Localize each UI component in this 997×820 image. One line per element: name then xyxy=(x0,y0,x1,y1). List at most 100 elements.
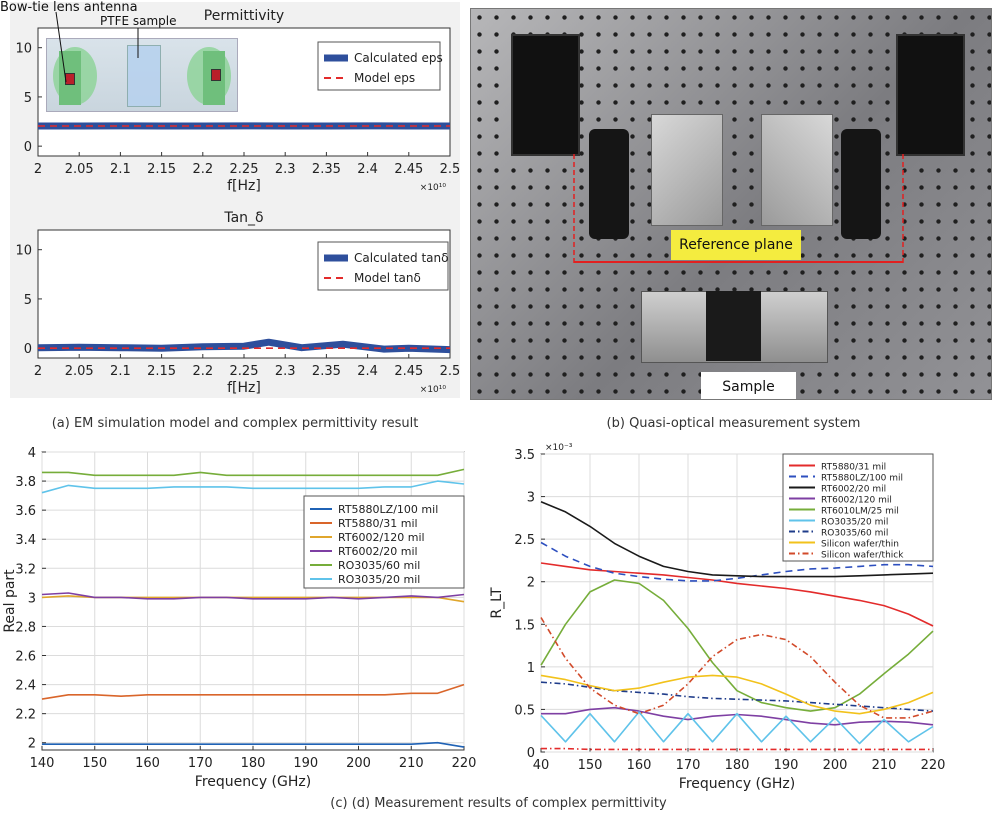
x-tick-label: 180 xyxy=(241,756,266,771)
y-tick-label: 10 xyxy=(15,244,32,259)
caption-a: (a) EM simulation model and complex perm… xyxy=(51,416,419,431)
legend-label: RT5880/31 mil xyxy=(338,517,418,530)
legend-label: Model eps xyxy=(354,71,415,85)
x-tick-label: 2.2 xyxy=(192,162,213,177)
mirror-mount-right xyxy=(761,114,833,226)
legend-label: Silicon wafer/thin xyxy=(821,540,899,550)
legend-label: RT6002/120 mil xyxy=(821,496,892,506)
series-line xyxy=(540,500,934,578)
x-axis-label: Frequency (GHz) xyxy=(679,776,795,792)
series-line xyxy=(42,741,465,748)
y-tick-label: 5 xyxy=(24,91,32,106)
x-exponent-label: ×10¹⁰ xyxy=(420,183,447,193)
annotation-arrows xyxy=(55,11,139,83)
x-tick-label: 2.15 xyxy=(147,162,176,177)
x-tick-label: 2.3 xyxy=(275,162,296,177)
x-tick-label: 2.5 xyxy=(440,162,461,177)
x-tick-label: 2.5 xyxy=(440,364,461,379)
series-line xyxy=(41,683,465,700)
horn-antenna-left xyxy=(511,34,580,156)
x-tick-label: 2.05 xyxy=(65,162,94,177)
x-tick-label: 160 xyxy=(627,758,652,773)
y-tick-label: 2.5 xyxy=(514,533,535,548)
series-line xyxy=(540,617,934,719)
legend-label: RT6002/20 mil xyxy=(821,485,886,495)
series-line xyxy=(540,711,934,745)
y-tick-label: 2 xyxy=(527,576,535,591)
x-tick-label: 2.2 xyxy=(192,364,213,379)
legend-label: RT6010LM/25 mil xyxy=(821,507,899,517)
y-tick-label: 2.4 xyxy=(15,679,36,694)
legend-box xyxy=(317,241,449,291)
reference-plane-lines xyxy=(573,154,904,264)
x-axis-label: f[Hz] xyxy=(227,178,261,194)
x-axis-label: Frequency (GHz) xyxy=(195,774,311,790)
ptfe-sample-block xyxy=(127,45,161,107)
y-tick-label: 2.6 xyxy=(15,650,36,665)
chart-title: Tan_δ xyxy=(223,210,263,226)
x-tick-label: 210 xyxy=(399,756,424,771)
x-tick-label: 180 xyxy=(725,758,750,773)
legend-label: RO3035/60 mil xyxy=(821,529,888,539)
y-tick-label: 3.5 xyxy=(514,448,535,463)
y-tick-label: 0.5 xyxy=(514,703,535,718)
x-tick-label: 220 xyxy=(452,756,477,771)
caption-b: (b) Quasi-optical measurement system xyxy=(606,416,861,431)
x-tick-label: 150 xyxy=(82,756,107,771)
x-tick-label: 2.45 xyxy=(394,364,423,379)
x-tick-label: 190 xyxy=(774,758,799,773)
x-tick-label: 2.15 xyxy=(147,364,176,379)
x-tick-label: 2.4 xyxy=(357,162,378,177)
legend-label: Silicon wafer/thick xyxy=(821,551,904,561)
antenna-arrow xyxy=(55,11,67,83)
legend-label: RT6002/120 mil xyxy=(338,531,425,544)
y-tick-label: 3.2 xyxy=(15,562,36,577)
x-tick-label: 2.4 xyxy=(357,364,378,379)
y-tick-label: 0 xyxy=(24,342,32,357)
legend-label: RT5880/31 mil xyxy=(821,463,886,473)
y-tick-label: 0 xyxy=(527,746,535,761)
x-tick-label: 2.35 xyxy=(312,162,341,177)
x-tick-label: 2.1 xyxy=(110,364,131,379)
x-tick-label: 2.3 xyxy=(275,364,296,379)
y-tick-label: 3.6 xyxy=(15,504,36,519)
lens-left xyxy=(589,129,629,239)
y-tick-label: 10 xyxy=(15,42,32,57)
x-tick-label: 210 xyxy=(872,758,897,773)
series-line xyxy=(42,468,465,477)
x-tick-label: 2.45 xyxy=(394,162,423,177)
x-tick-label: 140 xyxy=(30,756,55,771)
x-tick-label: 190 xyxy=(293,756,318,771)
measurement-photo: Reference plane Sample xyxy=(470,8,992,400)
x-tick-label: 160 xyxy=(135,756,160,771)
series-line xyxy=(41,480,465,494)
y-tick-label: 0 xyxy=(24,140,32,155)
antenna-annotation: Bow-tie lens antenna xyxy=(0,0,138,15)
y-tick-label: 2.2 xyxy=(15,708,36,723)
x-tick-label: 200 xyxy=(346,756,371,771)
series-line xyxy=(541,747,933,751)
y-tick-label: 3.8 xyxy=(15,475,36,490)
x-exponent-label: ×10¹⁰ xyxy=(420,385,447,395)
chart-c: 140 150 160 170 180 190 200 210 220 2 2.2 2.4 2.6 2.8… xyxy=(2,446,477,790)
em-model-inset xyxy=(46,38,238,112)
y-tick-label: 5 xyxy=(24,293,32,308)
legend-label: Model tanδ xyxy=(354,271,421,285)
x-tick-label: 2 xyxy=(34,364,42,379)
x-tick-label: 2 xyxy=(34,162,42,177)
y-tick-label: 3 xyxy=(28,591,36,606)
bottom-caption: (c) (d) Measurement results of complex p… xyxy=(330,796,667,811)
legend-label: Calculated tanδ xyxy=(354,251,448,265)
y-tick-label: 3 xyxy=(527,491,535,506)
chart-d: 40 150 160 170 180 190 200 210 220 0 0.5 1 1.5 2 2.5 3 3… xyxy=(489,443,945,792)
lens-right xyxy=(841,129,881,239)
y-tick-label: 2 xyxy=(28,737,36,752)
y-tick-label: 1.5 xyxy=(514,618,535,633)
series-line xyxy=(540,579,934,712)
legend-label: RO3035/20 mil xyxy=(821,518,888,528)
legend-label: RT5880LZ/100 mil xyxy=(821,474,903,484)
antenna-feed-right xyxy=(211,69,221,81)
y-axis-label: R_LT xyxy=(489,587,505,619)
sample-label: Sample xyxy=(701,372,796,399)
x-axis-label: f[Hz] xyxy=(227,380,261,396)
